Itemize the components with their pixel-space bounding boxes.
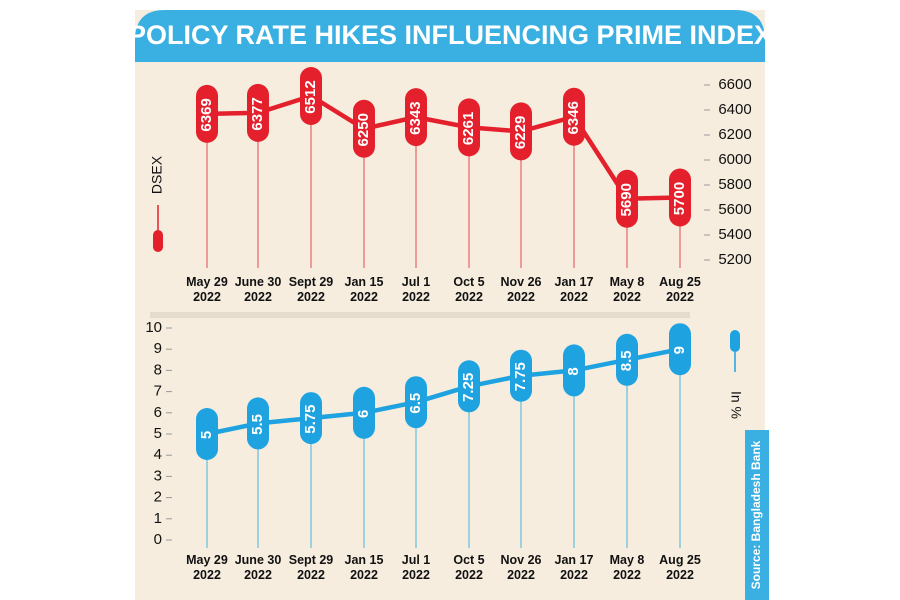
point — [616, 333, 638, 386]
y-tick-label: 5800 — [718, 176, 751, 193]
x-tick-label: June 30 2022 — [234, 553, 282, 582]
point — [405, 376, 427, 429]
value-label: 5 — [198, 431, 215, 439]
x-tick-label: May 8 2022 — [609, 553, 645, 582]
y-tick-label: 8 — [154, 361, 162, 378]
line — [206, 346, 681, 437]
point — [669, 323, 691, 376]
point — [300, 67, 322, 125]
value-label: 9 — [671, 346, 688, 354]
y-tick-label: 6200 — [718, 126, 751, 143]
y-tick-label: 10 — [145, 319, 162, 336]
point — [300, 392, 322, 445]
legend-marker — [153, 230, 163, 252]
point — [196, 84, 218, 143]
x-tick-label: Oct 5 2022 — [453, 275, 485, 304]
point — [247, 83, 269, 142]
y-tick-label: 6400 — [718, 101, 751, 118]
value-label: 6261 — [460, 112, 477, 145]
x-tick-label: Sept 29 2022 — [288, 553, 334, 582]
point — [353, 99, 375, 158]
point — [405, 88, 427, 147]
source: Source: Bangladesh Bank — [749, 440, 763, 589]
x-tick-label: Aug 25 2022 — [659, 275, 701, 304]
point — [563, 87, 585, 146]
y-tick-label: 9 — [154, 340, 162, 357]
x-tick-label: Jul 1 2022 — [401, 553, 431, 582]
value-label: 5.5 — [249, 414, 266, 435]
y-tick-label: 7 — [154, 383, 162, 400]
x-tick-label: Nov 26 2022 — [500, 275, 542, 304]
x-tick-label: Oct 5 2022 — [453, 553, 485, 582]
value-label: 6.5 — [407, 393, 424, 414]
x-tick-label: May 8 2022 — [609, 275, 645, 304]
value-label: 5.75 — [302, 404, 319, 433]
value-label: 6343 — [407, 101, 424, 134]
point — [458, 98, 480, 157]
point — [196, 408, 218, 460]
value-label: 6369 — [198, 98, 215, 131]
y-tick-label: 1 — [154, 510, 162, 527]
value-label: 8 — [565, 367, 582, 375]
x-tick-label: Jan 15 2022 — [344, 553, 384, 582]
point — [669, 168, 691, 227]
y-tick-label: 0 — [154, 531, 162, 548]
panel — [135, 10, 765, 600]
y-tick-label: 5200 — [718, 251, 751, 268]
title-banner — [135, 10, 765, 62]
value-label: 6250 — [355, 113, 372, 146]
separator — [150, 312, 690, 318]
y-tick-label: 2 — [154, 489, 162, 506]
value-label: 7.75 — [512, 362, 529, 391]
legend-marker — [730, 330, 740, 352]
y-tick-label: 6 — [154, 404, 162, 421]
legend-label: In % — [728, 391, 744, 419]
legend-label: DSEX — [149, 155, 165, 194]
x-tick-label: Nov 26 2022 — [500, 553, 542, 582]
x-tick-label: May 29 2022 — [186, 275, 228, 304]
point — [458, 360, 480, 413]
point — [247, 397, 269, 450]
x-tick-label: June 30 2022 — [234, 275, 282, 304]
x-tick-label: Jan 15 2022 — [344, 275, 384, 304]
point — [353, 386, 375, 439]
x-tick-label: Jul 1 2022 — [401, 275, 431, 304]
value-label: 7.25 — [460, 373, 477, 402]
value-label: 6346 — [565, 101, 582, 134]
y-tick-label: 5 — [154, 425, 162, 442]
x-tick-label: Jan 17 2022 — [554, 553, 594, 582]
point — [510, 349, 532, 402]
value-label: 6229 — [512, 116, 529, 149]
x-tick-label: Sept 29 2022 — [288, 275, 334, 304]
value-label: 6512 — [302, 80, 319, 113]
x-tick-label: Jan 17 2022 — [554, 275, 594, 304]
value-label: 6 — [355, 410, 372, 418]
value-label: 5690 — [618, 183, 635, 216]
value-label: 6377 — [249, 97, 266, 130]
y-tick-label: 4 — [154, 446, 162, 463]
y-tick-label: 6600 — [718, 76, 751, 93]
point — [563, 344, 585, 397]
x-tick-label: Aug 25 2022 — [659, 553, 701, 582]
y-tick-label: 5600 — [718, 201, 751, 218]
point — [616, 169, 638, 228]
value-label: 8.5 — [618, 350, 635, 371]
chart-title: POLICY RATE HIKES INFLUENCING PRIME INDE… — [128, 20, 772, 50]
value-label: 5700 — [671, 182, 688, 215]
y-tick-label: 6000 — [718, 151, 751, 168]
y-tick-label: 5400 — [718, 226, 751, 243]
y-tick-label: 3 — [154, 467, 162, 484]
point — [510, 102, 532, 161]
x-tick-label: May 29 2022 — [186, 553, 228, 582]
line — [206, 93, 681, 201]
source-box — [745, 430, 769, 600]
